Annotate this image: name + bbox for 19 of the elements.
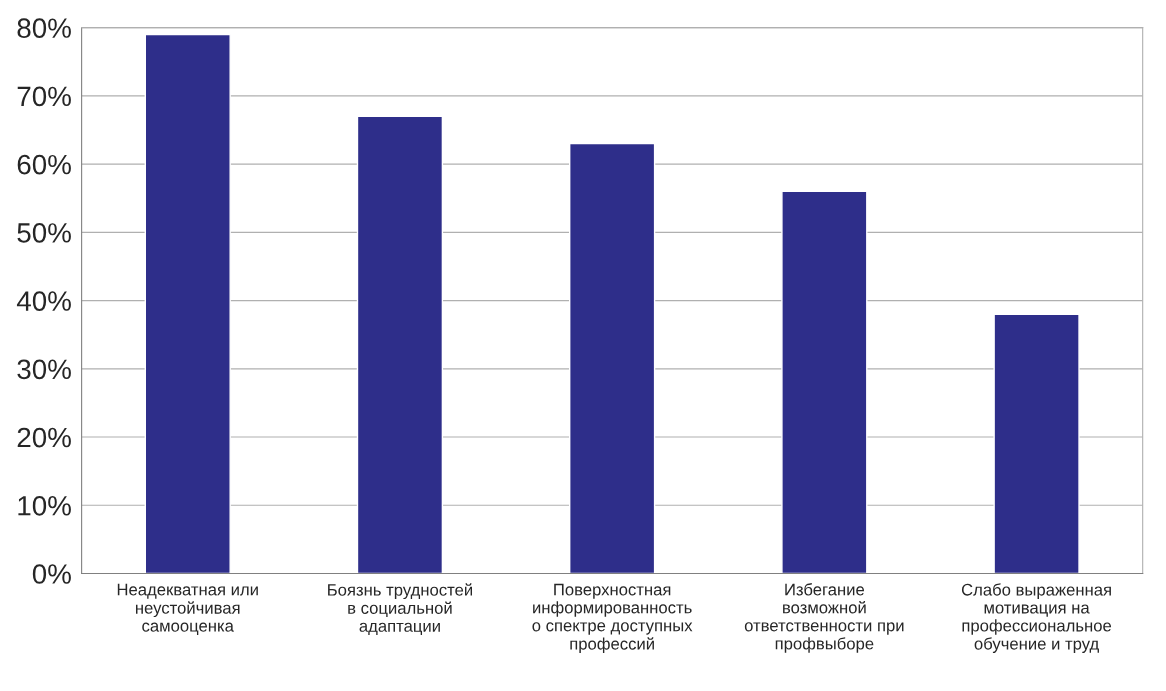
y-tick-label: 20% [17,427,71,448]
y-tick-label: 60% [17,154,71,175]
y-tick-label: 0% [32,564,71,584]
bar [781,190,868,574]
bar [144,33,231,574]
x-tick-label: Боязнь трудностей в социальной адаптации [328,583,472,636]
x-tick-label: Поверхностная информированность о спектре доступных профессий [532,583,693,653]
x-tick-label: Слабо выраженная мотивация на профессиональное обучение и труд [961,583,1112,653]
x-tick-label: Избегание возможной ответственности при профвыборе [744,583,904,653]
y-tick-label: 40% [16,291,71,311]
y-tick-label: 80% [17,18,71,38]
x-tick-label: Неадекватная или неустойчивая самооценка [117,583,258,635]
y-tick-label: 70% [17,86,71,107]
y-tick-label: 30% [17,359,71,380]
y-tick-label: 10% [18,495,71,516]
bar [993,313,1080,574]
bar [356,115,444,574]
bar [569,142,656,574]
y-tick-label: 50% [17,223,71,243]
